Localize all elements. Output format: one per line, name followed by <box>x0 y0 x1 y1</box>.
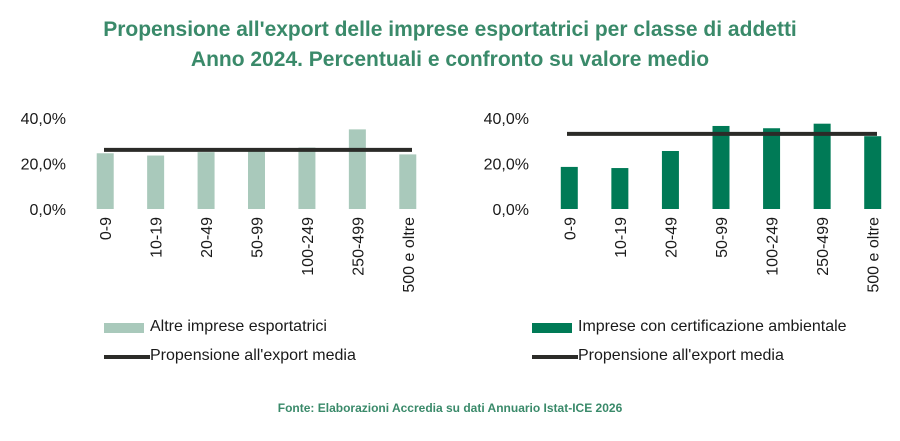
left-category-label: 250-499 <box>350 217 367 276</box>
left-bar <box>147 155 165 209</box>
right-category-label: 0-9 <box>562 217 579 240</box>
legend-swatch-right-bars <box>532 323 572 333</box>
left-category-label: 20-49 <box>199 217 216 258</box>
right-category-label: 50-99 <box>714 217 731 258</box>
legend-right-series: Imprese con certificazione ambientale <box>532 317 872 337</box>
right-bar <box>661 150 679 209</box>
source-note: Fonte: Elaborazioni Accredia su dati Ann… <box>277 401 623 415</box>
right-category-label: 500 e oltre <box>866 217 883 293</box>
left-bar <box>248 150 265 209</box>
chart-right-certificazione-ambientale: 0,0% 20,0% 40,0% 0-9 10-19 20-49 50-99 100-249 2… <box>484 111 883 293</box>
legend-label-left-series: Altre imprese esportatrici <box>150 318 327 335</box>
left-bar <box>399 154 417 209</box>
chart-title-line-1: Propensione all'export delle imprese esp… <box>103 18 797 41</box>
right-bar <box>763 128 781 209</box>
right-bar <box>864 136 882 209</box>
left-category-label: 10-19 <box>149 217 166 258</box>
chart-title-line-2: Anno 2024. Percentuali e confronto su va… <box>190 48 710 71</box>
right-category-label: 20-49 <box>663 217 680 258</box>
right-ytick-label: 20,0% <box>484 157 529 174</box>
legend-label-right-average: Propensione all'export media <box>578 347 784 364</box>
legend-left-series: Altre imprese esportatrici <box>104 317 404 337</box>
legend-left-average: Propensione all'export media <box>104 346 404 366</box>
right-bar <box>611 168 629 209</box>
left-bar <box>96 153 114 209</box>
left-category-label: 500 e oltre <box>401 217 418 293</box>
left-ytick-label: 20,0% <box>21 157 66 174</box>
right-ytick-label: 0,0% <box>493 202 529 219</box>
left-ytick-label: 40,0% <box>21 111 66 128</box>
legend-swatch-left-bars <box>104 323 144 333</box>
right-category-label: 10-19 <box>613 217 630 258</box>
right-category-label: 100-249 <box>765 217 782 276</box>
right-bar <box>712 125 730 209</box>
chart-left-altre-imprese: 0,0% 20,0% 40,0% 0-9 10-19 20-49 50-99 100-249 2… <box>21 111 418 293</box>
right-bar <box>560 166 578 209</box>
legend-line-left-average <box>104 355 150 359</box>
legend-right-average: Propensione all'export media <box>532 346 832 366</box>
right-bar <box>813 123 831 209</box>
left-category-label: 0-9 <box>98 217 115 240</box>
right-category-label: 250-499 <box>815 217 832 276</box>
legend-label-left-average: Propensione all'export media <box>150 347 356 364</box>
legend-line-right-average <box>532 355 578 359</box>
legend-label-right-series: Imprese con certificazione ambientale <box>578 318 847 335</box>
left-ytick-label: 0,0% <box>30 202 66 219</box>
left-category-label: 50-99 <box>250 217 267 258</box>
left-bar <box>197 152 215 209</box>
left-bar <box>298 147 316 209</box>
left-category-label: 100-249 <box>300 217 317 276</box>
right-ytick-label: 40,0% <box>484 111 529 128</box>
